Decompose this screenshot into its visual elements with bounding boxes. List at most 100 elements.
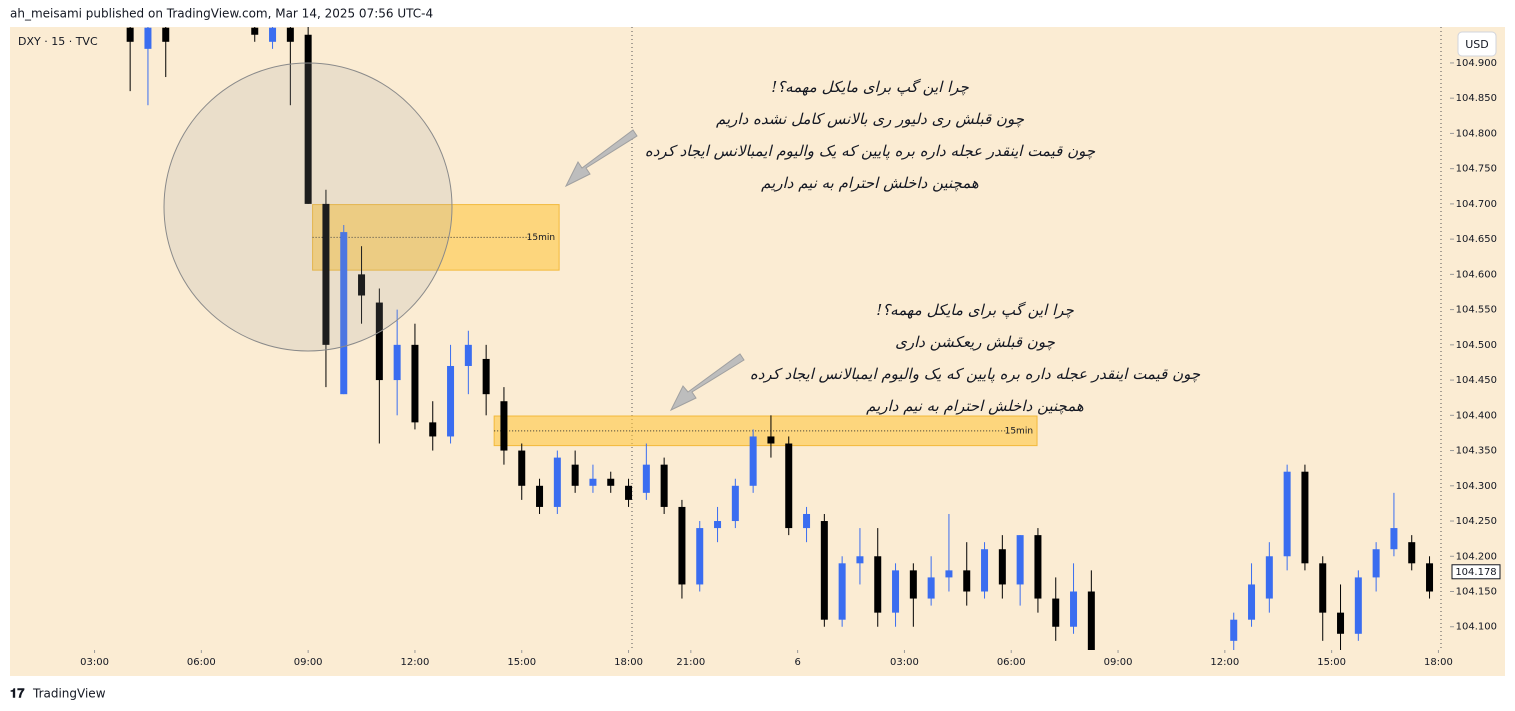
candle-body: [162, 27, 170, 42]
y-tick-label: 104.500: [1456, 340, 1497, 351]
candle-body: [820, 521, 828, 620]
annotation-line: چرا این گپ برای مایکل مهمه؟!: [771, 78, 969, 96]
candle-body: [660, 464, 668, 507]
x-tick-label: 03:00: [890, 657, 919, 668]
candle-body: [785, 443, 793, 529]
candle-body: [1016, 535, 1024, 585]
candle-body: [1319, 563, 1327, 613]
candle-body: [749, 436, 757, 486]
candle-body: [411, 344, 419, 423]
candle-body: [678, 506, 686, 585]
y-tick-label: 104.400: [1456, 410, 1497, 421]
symbol-label: DXY · 15 · TVC: [18, 35, 98, 48]
candle-body: [571, 464, 579, 486]
candle-body: [963, 570, 971, 592]
candle-body: [1248, 584, 1256, 620]
arrow: [564, 129, 638, 188]
y-tick-label: 104.650: [1456, 234, 1497, 245]
candle-body: [1087, 591, 1095, 650]
x-tick-label: 18:00: [1424, 657, 1453, 668]
candle-body: [625, 485, 633, 500]
annotation-line: چون قبلش ریعکشن داری: [895, 333, 1055, 351]
y-tick-label: 104.900: [1456, 58, 1497, 69]
candle-body: [1354, 577, 1362, 634]
candle-body: [1390, 528, 1398, 550]
chart-background: [10, 27, 1505, 676]
brand: TradingView: [32, 687, 106, 701]
annotation-line: چون قبلش ری دلیور ری بالانس کامل نشده دا…: [716, 110, 1025, 128]
candle-body: [803, 513, 811, 529]
candle-body: [1052, 598, 1060, 627]
zone-label: 15min: [1005, 426, 1033, 436]
x-tick-label: 09:00: [1104, 657, 1133, 668]
candle-body: [909, 570, 917, 599]
currency-button[interactable]: [1457, 31, 1497, 57]
annotation-line: چون قیمت اینقدر عجله داره بره پایین که ی…: [645, 142, 1096, 160]
last-price-box: [1451, 564, 1501, 580]
y-tick-label: 104.450: [1456, 375, 1497, 386]
y-tick-label: 104.100: [1456, 622, 1497, 633]
y-tick-label: 104.300: [1456, 481, 1497, 492]
y-tick-label: 104.250: [1456, 516, 1497, 527]
candle-body: [714, 521, 722, 529]
x-tick-label: 12:00: [1210, 657, 1239, 668]
y-tick-label: 104.150: [1456, 587, 1497, 598]
x-tick-label: 06:00: [997, 657, 1026, 668]
candle-body: [375, 302, 383, 381]
candle-body: [607, 478, 615, 486]
candle-body: [1426, 563, 1434, 592]
y-tick-label: 104.750: [1456, 164, 1497, 175]
arrows: [564, 129, 745, 412]
annotation-line: چون قیمت اینقدر عجله داره بره پایین که ی…: [750, 365, 1201, 383]
candle-body: [696, 528, 704, 585]
candle-body: [464, 344, 472, 366]
candle-body: [767, 436, 775, 444]
last-price-label: 104.178: [1455, 567, 1496, 578]
x-tick-label: 09:00: [294, 657, 323, 668]
candle-body: [393, 344, 401, 381]
candle-body: [892, 570, 900, 613]
annotation-line: همچنین داخلش احترام به نیم داریم: [761, 174, 979, 192]
x-tick-label: 18:00: [614, 657, 643, 668]
candle-body: [322, 203, 330, 345]
candle-body: [126, 27, 134, 42]
candle-body: [553, 457, 561, 507]
candle-body: [1408, 542, 1416, 564]
candle-body: [927, 577, 935, 599]
candle-body: [340, 232, 348, 395]
candle-body: [838, 563, 846, 620]
candle-body: [589, 478, 597, 486]
candle-body: [144, 27, 152, 49]
footer: 𝟏𝟕 TradingView: [10, 687, 106, 702]
x-tick-label: 15:00: [1317, 657, 1346, 668]
candle-body: [447, 365, 455, 437]
candle-body: [1034, 535, 1042, 599]
candle-body: [304, 34, 312, 204]
y-tick-label: 104.800: [1456, 128, 1497, 139]
highlight-circle: [163, 62, 453, 352]
candle-body: [358, 274, 366, 296]
candle-body: [981, 549, 989, 592]
candle-body: [874, 556, 882, 613]
logo: 𝟏𝟕: [10, 687, 25, 702]
y-tick-label: 104.550: [1456, 305, 1497, 316]
candle-body: [856, 556, 864, 564]
candle-body: [251, 27, 259, 35]
candle-body: [536, 485, 544, 507]
x-tick-label: 15:00: [507, 657, 536, 668]
candle-body: [500, 401, 508, 451]
y-tick-label: 104.200: [1456, 551, 1497, 562]
candle-body: [945, 570, 953, 578]
candle-body: [1301, 471, 1309, 564]
x-tick-label: 21:00: [676, 657, 705, 668]
annotation-line: چرا این گپ برای مایکل مهمه؟!: [876, 301, 1074, 319]
y-tick-label: 104.600: [1456, 269, 1497, 280]
candle-body: [998, 549, 1006, 585]
candle-body: [482, 358, 490, 395]
annotation-line: همچنین داخلش احترام به نیم داریم: [866, 397, 1084, 415]
candle-body: [1372, 549, 1380, 578]
y-tick-label: 104.700: [1456, 199, 1497, 210]
x-tick-label: 6: [794, 657, 800, 668]
candle-body: [429, 422, 437, 437]
